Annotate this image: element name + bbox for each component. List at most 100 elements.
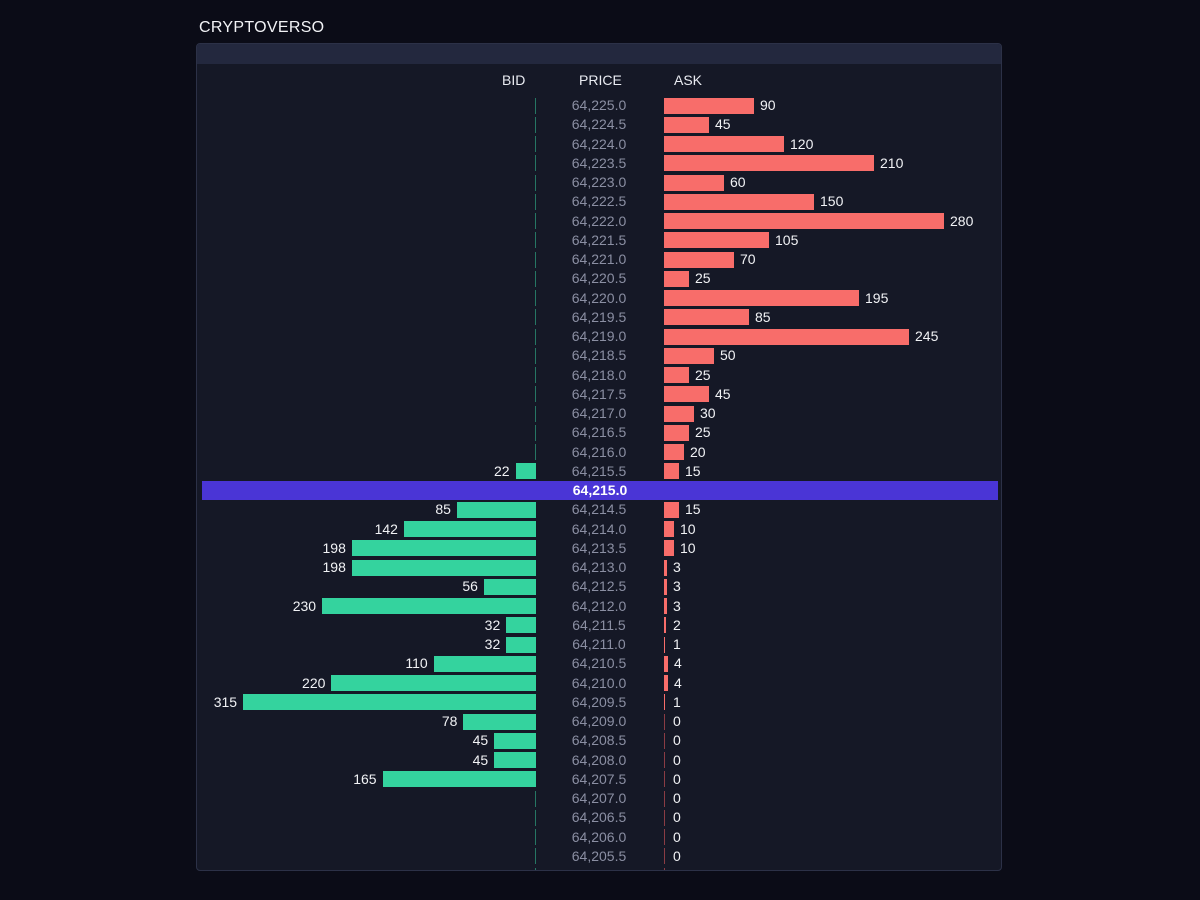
order-book-row[interactable]: 56 64,212.5 3 <box>197 577 1001 596</box>
bid-depth-bar <box>463 713 536 730</box>
price-level: 64,222.0 <box>571 212 627 229</box>
ask-size-label: 0 <box>673 847 681 864</box>
bid-size-label: 110 <box>405 655 428 672</box>
order-book-row[interactable]: 64,218.0 25 <box>197 366 1001 385</box>
ask-size-label: 50 <box>720 347 736 364</box>
bid-depth-bar <box>535 405 536 422</box>
ask-size-label: 0 <box>673 828 681 845</box>
order-book-row[interactable]: 64,222.5 150 <box>197 192 1001 211</box>
price-level: 64,214.0 <box>571 520 627 537</box>
bid-size-label: 22 <box>493 462 510 479</box>
order-book-row[interactable]: 110 64,210.5 4 <box>197 654 1001 673</box>
ask-depth-bar <box>664 290 859 306</box>
bid-depth-bar <box>382 771 536 788</box>
price-level: 64,212.5 <box>571 578 627 595</box>
ask-depth-bar <box>664 521 674 537</box>
ask-depth-bar <box>664 771 665 788</box>
ask-size-label: 105 <box>775 231 799 248</box>
ask-depth-bar <box>664 694 665 711</box>
price-level: 64,222.5 <box>571 193 627 210</box>
bid-depth-bar <box>535 367 536 383</box>
order-book-row[interactable]: 315 64,209.5 1 <box>197 693 1001 712</box>
bid-depth-bar <box>351 540 536 557</box>
bid-depth-bar <box>535 232 536 249</box>
order-book-row[interactable]: 64,225.0 90 <box>197 96 1001 115</box>
order-book-row[interactable]: 64,216.0 20 <box>197 443 1001 462</box>
ask-size-label: 20 <box>690 443 706 460</box>
order-book-row[interactable]: 22 64,215.5 15 <box>197 462 1001 481</box>
order-book-row[interactable]: 64,222.0 280 <box>197 212 1001 231</box>
order-book-row[interactable]: 64,219.0 245 <box>197 327 1001 346</box>
order-book-row[interactable]: 64,223.5 210 <box>197 154 1001 173</box>
bid-depth-bar <box>535 290 536 306</box>
order-book-row[interactable]: 64,205.5 0 <box>197 847 1001 866</box>
ask-depth-bar <box>664 251 734 268</box>
order-book-row[interactable]: 64,224.0 120 <box>197 135 1001 154</box>
order-book-row[interactable]: 64,205.0 0 <box>197 866 1001 870</box>
order-book-row[interactable]: 64,221.5 105 <box>197 231 1001 250</box>
order-book-row[interactable]: 220 64,210.0 4 <box>197 674 1001 693</box>
ask-depth-bar <box>664 867 665 870</box>
bid-size-label: 198 <box>322 539 346 556</box>
order-book-row[interactable]: 64,218.5 50 <box>197 346 1001 365</box>
ask-size-label: 25 <box>695 270 711 287</box>
order-book-row[interactable]: 64,219.5 85 <box>197 308 1001 327</box>
order-book-row[interactable]: 32 64,211.0 1 <box>197 635 1001 654</box>
order-book-row[interactable]: 64,216.5 25 <box>197 423 1001 442</box>
ask-size-label: 0 <box>673 809 681 826</box>
bid-depth-bar <box>535 97 536 114</box>
price-level: 64,214.5 <box>571 501 627 518</box>
bid-depth-bar <box>433 655 536 672</box>
bid-size-label: 165 <box>353 770 377 787</box>
ask-depth-bar <box>664 232 769 249</box>
order-book-row[interactable]: 230 64,212.0 3 <box>197 597 1001 616</box>
order-book-row[interactable]: 78 64,209.0 0 <box>197 712 1001 731</box>
price-level: 64,209.5 <box>571 693 627 710</box>
order-book-row[interactable]: 64,207.0 0 <box>197 789 1001 808</box>
price-column-header: PRICE <box>579 72 622 88</box>
order-book-row[interactable]: 64,221.0 70 <box>197 250 1001 269</box>
bid-size-label: 32 <box>484 636 501 652</box>
ask-depth-bar <box>664 444 684 460</box>
ask-depth-bar <box>664 848 665 865</box>
ask-size-label: 3 <box>673 559 681 575</box>
order-book-row[interactable]: 198 64,213.0 3 <box>197 558 1001 577</box>
ask-size-label: 85 <box>755 308 771 325</box>
order-book-row[interactable]: 64,220.0 195 <box>197 289 1001 308</box>
order-book-row[interactable]: 64,220.5 25 <box>197 269 1001 288</box>
order-book-row[interactable]: 64,217.5 45 <box>197 385 1001 404</box>
order-book-row[interactable]: 142 64,214.0 10 <box>197 520 1001 539</box>
order-book-row[interactable]: 64,223.0 60 <box>197 173 1001 192</box>
mid-price-row[interactable]: 64,215.0 <box>202 481 998 500</box>
order-book-row[interactable]: 64,206.5 0 <box>197 808 1001 827</box>
ask-depth-bar <box>664 809 665 826</box>
price-level: 64,209.0 <box>571 713 627 729</box>
order-book-row[interactable]: 64,224.5 45 <box>197 115 1001 134</box>
bid-depth-bar <box>535 386 536 403</box>
bid-size-label: 32 <box>484 616 501 633</box>
ask-depth-bar <box>664 713 665 730</box>
order-book-ladder: 64,225.0 90 64,224.5 45 64,224.0 120 64,223.5 2… <box>197 44 1001 870</box>
ask-depth-bar <box>664 405 694 422</box>
order-book-row[interactable]: 85 64,214.5 15 <box>197 500 1001 519</box>
price-level: 64,216.5 <box>571 424 627 441</box>
ask-size-label: 15 <box>685 462 701 479</box>
bid-size-label: 198 <box>322 559 346 575</box>
price-level: 64,208.5 <box>571 732 627 749</box>
order-book-row[interactable]: 165 64,207.5 0 <box>197 770 1001 789</box>
order-book-row[interactable]: 64,217.0 30 <box>197 404 1001 423</box>
order-book-row[interactable]: 64,206.0 0 <box>197 828 1001 847</box>
order-book-row[interactable]: 198 64,213.5 10 <box>197 539 1001 558</box>
order-book-row[interactable]: 45 64,208.0 0 <box>197 751 1001 770</box>
price-level: 64,205.5 <box>571 847 627 864</box>
order-book-row[interactable]: 45 64,208.5 0 <box>197 731 1001 750</box>
ask-size-label: 280 <box>950 212 974 229</box>
price-level: 64,224.5 <box>571 116 627 133</box>
price-level: 64,217.5 <box>571 385 627 402</box>
order-book-row[interactable]: 32 64,211.5 2 <box>197 616 1001 635</box>
price-level: 64,207.5 <box>571 770 627 787</box>
ask-depth-bar <box>664 97 754 114</box>
ask-size-label: 210 <box>880 154 904 171</box>
ask-size-label: 0 <box>673 751 681 768</box>
price-level: 64,224.0 <box>571 135 627 152</box>
